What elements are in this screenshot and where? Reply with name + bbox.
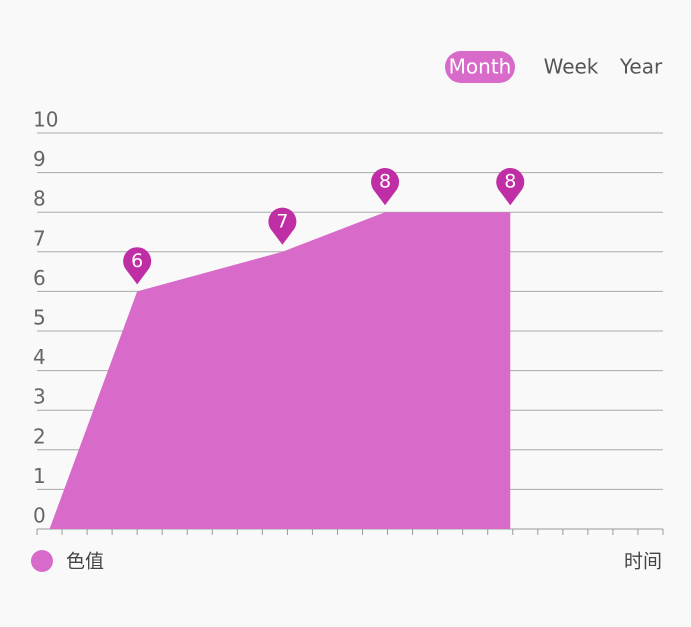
x-axis-label: 时间 (624, 551, 662, 573)
y-tick-label: 6 (33, 266, 46, 290)
area (49, 212, 511, 529)
tab[interactable]: Month (449, 55, 512, 79)
y-tick-label: 10 (33, 108, 58, 132)
value-marker (268, 207, 297, 245)
value-label: 8 (379, 171, 391, 193)
value-marker (371, 167, 400, 206)
y-tick-label: 7 (33, 226, 46, 250)
tab[interactable]: Week (544, 55, 599, 79)
tab-highlight (445, 51, 515, 83)
y-tick-label: 3 (33, 385, 46, 409)
y-tick-label: 4 (33, 345, 46, 369)
value-marker (496, 167, 525, 206)
legend-label: 色值 (66, 551, 104, 573)
legend-swatch (31, 550, 53, 572)
y-tick-label: 1 (33, 464, 46, 488)
y-tick-label: 0 (33, 504, 46, 528)
y-tick-label: 5 (33, 306, 46, 330)
y-tick-label: 8 (33, 187, 46, 211)
value-label: 7 (276, 210, 288, 232)
y-tick-label: 9 (33, 147, 46, 171)
tab[interactable]: Year (619, 55, 663, 79)
value-label: 6 (131, 250, 143, 272)
value-label: 8 (504, 171, 516, 193)
value-marker (123, 247, 152, 285)
y-tick-label: 2 (33, 424, 46, 448)
